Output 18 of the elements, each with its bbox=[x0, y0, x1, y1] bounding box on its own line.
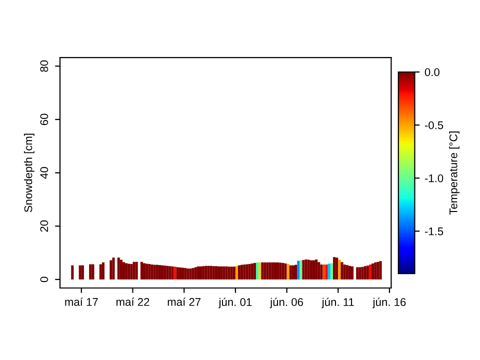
x-tick-label: jún. 16 bbox=[372, 298, 406, 308]
color-bar-title: Temperature [°C] bbox=[449, 132, 460, 215]
color-bar-label: -0.5 bbox=[424, 121, 444, 130]
y-axis-title: Snowdepth [cm] bbox=[24, 134, 34, 212]
x-tick-label: maí 22 bbox=[116, 298, 150, 306]
x-tick-label: jún. 01 bbox=[218, 298, 252, 308]
y-tick-label: 20 bbox=[40, 220, 48, 232]
x-tick-label: jún. 06 bbox=[270, 298, 303, 308]
x-tick-label: maí 27 bbox=[168, 298, 201, 306]
x-tick-label: jún. 11 bbox=[322, 298, 354, 308]
y-tick-label: 0 bbox=[40, 276, 48, 282]
color-bar-label: -1.5 bbox=[424, 228, 444, 236]
color-bar-label: -1.0 bbox=[424, 174, 444, 182]
y-tick-label: 60 bbox=[40, 114, 48, 126]
color-bar-label: 0.0 bbox=[424, 68, 440, 76]
y-tick-label: 80 bbox=[40, 60, 48, 72]
y-tick-label: 40 bbox=[40, 167, 48, 179]
x-tick-label: maí 17 bbox=[65, 298, 98, 306]
